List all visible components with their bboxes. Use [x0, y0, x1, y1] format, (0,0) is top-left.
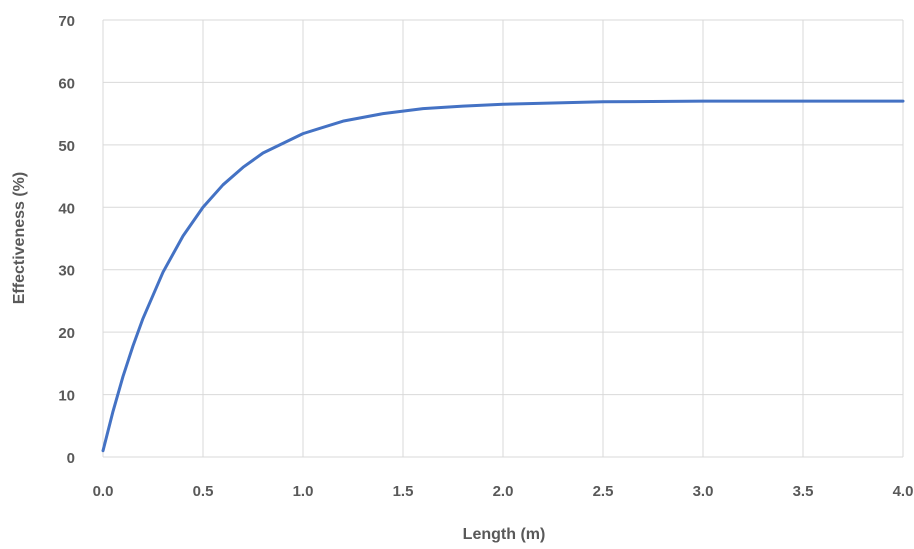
y-tick-label: 0 [67, 450, 75, 467]
y-tick-label: 10 [58, 388, 75, 405]
x-tick-label: 2.5 [593, 483, 614, 500]
chart: Length (m) Effectiveness (%) 0 10 20 30 40 50… [0, 0, 914, 549]
y-tick-label: 50 [58, 138, 75, 155]
x-tick-label: 2.0 [493, 483, 514, 500]
y-tick-label: 20 [58, 325, 75, 342]
y-tick-label: 40 [58, 200, 75, 217]
x-tick-label: 0.0 [93, 483, 114, 500]
x-tick-label: 3.5 [793, 483, 814, 500]
x-axis-title: Length (m) [463, 526, 546, 543]
x-tick-label: 1.5 [393, 483, 414, 500]
x-tick-label: 3.0 [693, 483, 714, 500]
x-tick-label: 4.0 [893, 483, 914, 500]
y-tick-label: 30 [58, 263, 75, 280]
y-tick-label: 60 [58, 75, 75, 92]
y-tick-label: 70 [58, 13, 75, 30]
x-tick-label: 1.0 [293, 483, 314, 500]
y-axis-title: Effectiveness (%) [11, 172, 28, 305]
x-tick-label: 0.5 [193, 483, 214, 500]
